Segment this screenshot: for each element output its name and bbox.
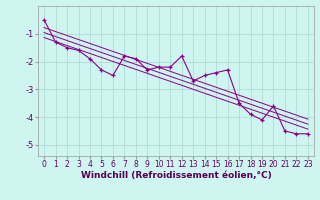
X-axis label: Windchill (Refroidissement éolien,°C): Windchill (Refroidissement éolien,°C) bbox=[81, 171, 271, 180]
